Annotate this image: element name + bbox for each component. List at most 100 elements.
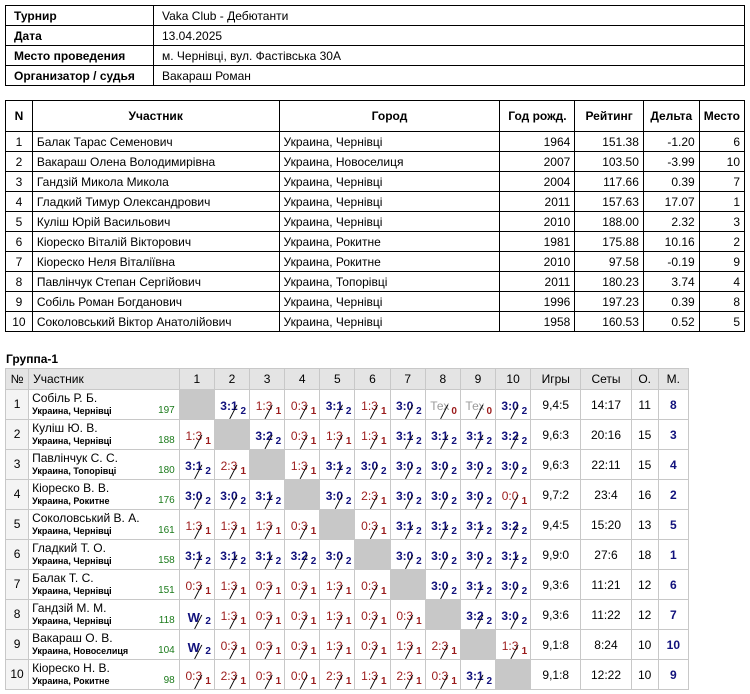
cross-row: 9 Вакараш О. В. Украина, Новоселиця 104 W ╱ 2 0… — [4, 629, 690, 660]
player-name: Гладкий Т. О. — [32, 541, 106, 555]
diagonal-cell — [319, 509, 356, 540]
match-score: 0:0 — [290, 668, 308, 683]
participants-header-cell: Дельта — [642, 100, 700, 132]
match-divider: ╱ — [300, 435, 308, 449]
participant-cell: 180.23 — [574, 271, 644, 292]
match-score: 2:3 — [361, 488, 378, 503]
match-divider: ╱ — [229, 675, 238, 689]
diagonal-cell — [389, 569, 426, 600]
participant-row: 7 Кіореско Неля Віталіївна Украина, Рокитн… — [5, 251, 746, 272]
match-score: 1:3 — [501, 638, 519, 653]
match-cell: 3:1 ╱ 2 — [459, 659, 497, 690]
row-games: 9,9:0 — [530, 539, 582, 570]
participant-cell: 175.88 — [574, 231, 644, 252]
match-divider: ╱ — [370, 615, 378, 629]
match-score: 0:3 — [255, 608, 273, 623]
match-score: 3:0 — [185, 488, 203, 503]
row-player: Соколовський В. А. Украина, Чернівці 161 — [28, 509, 180, 540]
match-divider: ╱ — [405, 495, 413, 509]
participant-cell: 2004 — [499, 171, 576, 192]
match-score: 1:3 — [255, 398, 273, 413]
match-cell: 3:0 ╱ 2 — [495, 449, 532, 480]
player-rating: 151 — [158, 585, 175, 596]
match-score: 3:1 — [431, 518, 449, 533]
match-divider: ╱ — [370, 645, 378, 659]
participant-cell: 9 — [5, 291, 33, 312]
match-points: 1 — [275, 646, 282, 657]
participant-cell: Соколовський Віктор Анатолійович — [31, 311, 280, 332]
match-points: 1 — [205, 436, 211, 447]
player-rating: 197 — [158, 405, 175, 416]
diagonal-cell — [424, 599, 461, 630]
match-cell: 3:1 ╱ 2 — [319, 389, 356, 420]
match-divider: ╱ — [475, 615, 484, 629]
match-points: 1 — [240, 586, 247, 597]
match-score: 3:0 — [501, 398, 519, 413]
match-points: 2 — [521, 436, 528, 447]
match-score: Тех — [465, 398, 485, 413]
participant-cell: Павлінчук Степан Сергійович — [31, 271, 280, 292]
match-divider: ╱ — [229, 645, 238, 659]
participant-cell: 4 — [698, 271, 746, 292]
participants-header-cell: Место — [698, 100, 746, 132]
participant-cell: 1958 — [499, 311, 576, 332]
row-number: 1 — [4, 389, 30, 420]
match-cell: 0:3 ╱ 1 — [178, 569, 215, 600]
row-points: 12 — [630, 599, 659, 630]
match-score: 1:3 — [326, 428, 343, 443]
cross-row: 5 Соколовський В. А. Украина, Чернівці 161 1… — [4, 509, 690, 540]
match-score: 3:1 — [395, 428, 414, 443]
participants-header-cell: Год рожд. — [499, 100, 576, 132]
match-cell: 1:3 ╱ 1 — [249, 389, 286, 420]
match-divider: ╱ — [405, 645, 413, 659]
row-points: 10 — [630, 659, 659, 690]
participant-cell: 3.74 — [642, 271, 700, 292]
row-place: 6 — [657, 569, 690, 600]
match-points: 1 — [205, 676, 211, 687]
participant-cell: Украина, Чернівці — [278, 291, 501, 312]
match-cell: 0:3 ╱ 1 — [354, 599, 391, 630]
row-number: 9 — [4, 629, 30, 660]
row-player: Павлінчук С. С. Украина, Топорівці 180 — [28, 449, 180, 480]
participant-cell: 4 — [5, 191, 33, 212]
match-cell: 3:0 ╱ 2 — [459, 479, 497, 510]
match-points: 1 — [345, 646, 352, 657]
match-points: 1 — [381, 406, 387, 417]
match-divider: ╱ — [405, 405, 413, 419]
match-cell: 0:3 ╱ 1 — [284, 509, 321, 540]
row-number: 6 — [4, 539, 30, 570]
col-opponent-header: 2 — [213, 368, 251, 390]
match-divider: ╱ — [510, 645, 519, 659]
match-cell: 0:3 ╱ 1 — [178, 659, 215, 690]
participant-cell: 2.32 — [642, 211, 700, 232]
match-score: 3:0 — [431, 548, 449, 563]
diagonal-cell — [213, 419, 251, 450]
match-score: 1:3 — [185, 518, 203, 533]
participant-cell: 2011 — [499, 191, 576, 212]
diagonal-cell — [495, 659, 532, 690]
cross-header-row: № Участник 1 2 3 4 5 6 7 8 9 10 Игры Сеты О. М. — [4, 368, 690, 390]
row-games: 9,6:3 — [530, 449, 582, 480]
match-cell: 2:3 ╱ 1 — [213, 449, 251, 480]
match-divider: ╱ — [405, 465, 413, 479]
match-divider: ╱ — [405, 675, 413, 689]
participant-cell: Кіореско Неля Віталіївна — [31, 251, 280, 272]
match-cell: 3:1 ╱ 2 — [459, 419, 497, 450]
match-points: 2 — [451, 496, 457, 507]
participant-cell: Кіореско Віталій Вікторович — [31, 231, 280, 252]
match-points: 1 — [310, 526, 317, 537]
match-divider: ╱ — [300, 555, 308, 569]
info-value: м. Чернівці, вул. Фастівська 30А — [153, 45, 745, 66]
info-value: Вакараш Роман — [153, 65, 745, 86]
participants-header-cell: N — [5, 100, 33, 132]
row-place: 1 — [657, 539, 690, 570]
match-score: 3:0 — [466, 458, 484, 473]
match-divider: ╱ — [300, 405, 308, 419]
match-divider: ╱ — [335, 495, 343, 509]
match-score: 1:3 — [326, 608, 343, 623]
match-points: 2 — [486, 616, 493, 627]
player-name: Кіореско Н. В. — [32, 661, 110, 675]
cross-row: 3 Павлінчук С. С. Украина, Топорівці 180 3:1… — [4, 449, 690, 480]
match-divider: ╱ — [300, 675, 308, 689]
match-divider: ╱ — [510, 585, 519, 599]
